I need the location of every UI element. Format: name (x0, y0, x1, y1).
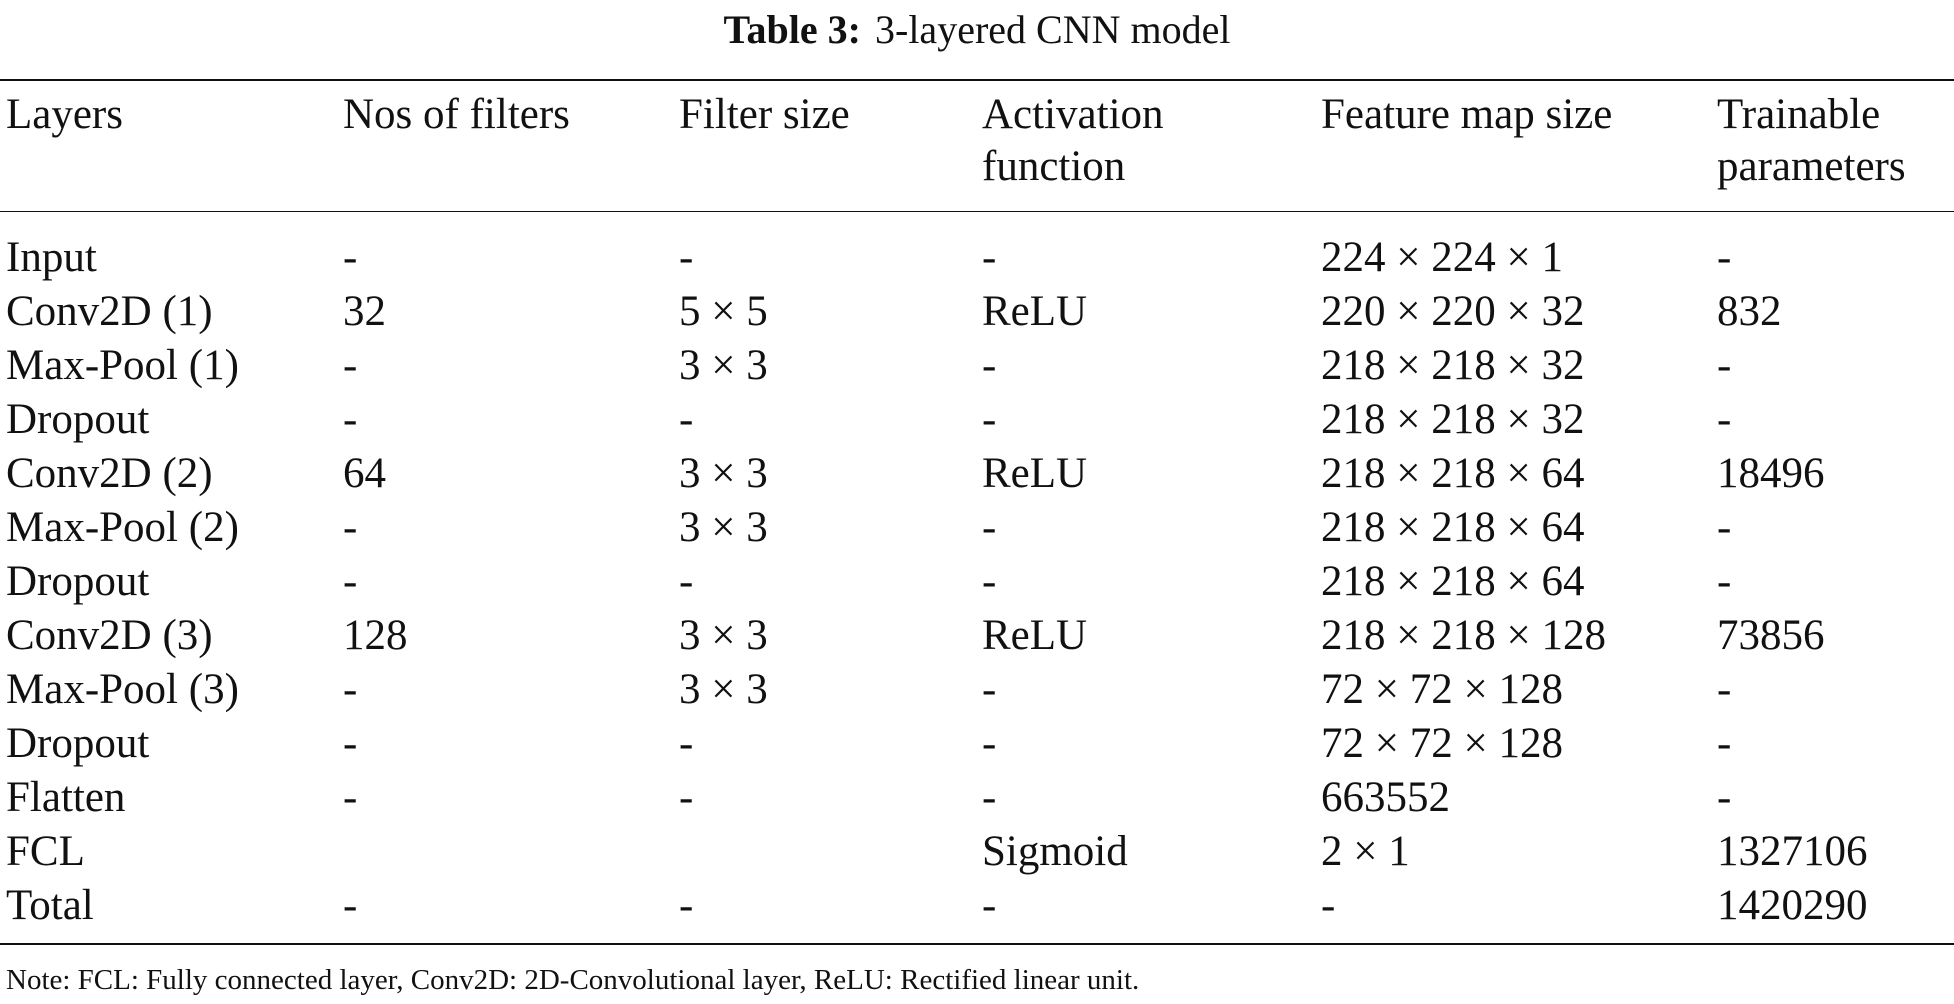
table-cell: - (982, 234, 997, 281)
table-cell: Total (6, 882, 94, 929)
table-cell: Dropout (6, 720, 150, 767)
table-cell: - (679, 882, 694, 929)
table-cell: ReLU (982, 288, 1088, 335)
top-rule (0, 79, 1954, 81)
table-cell: 5 × 5 (679, 288, 768, 335)
header-cell: Nos of filters (343, 91, 570, 138)
table-cell: 3 × 3 (679, 612, 768, 659)
header-cell: Layers (6, 91, 123, 138)
table-cell: - (982, 504, 997, 551)
table-cell: - (982, 774, 997, 821)
table-cell: - (1717, 720, 1732, 767)
table-cell: Max-Pool (2) (6, 504, 239, 551)
table-cell: - (343, 774, 358, 821)
table-cell: - (1717, 342, 1732, 389)
table-cell: - (1717, 666, 1732, 713)
mid-rule (0, 211, 1954, 212)
table-cell: Flatten (6, 774, 126, 821)
table-cell: - (982, 882, 997, 929)
table-cell: - (343, 882, 358, 929)
table-cell: 663552 (1321, 774, 1450, 821)
table-cell: - (1717, 774, 1732, 821)
table-cell: - (343, 504, 358, 551)
table-cell: 73856 (1717, 612, 1825, 659)
table-cell: 72 × 72 × 128 (1321, 720, 1564, 767)
table-note: Note: FCL: Fully connected layer, Conv2D… (6, 964, 1140, 996)
table-cell: - (982, 666, 997, 713)
table-cell: 3 × 3 (679, 450, 768, 497)
caption-label: Table 3: (723, 7, 861, 52)
table-cell: 218 × 218 × 32 (1321, 396, 1585, 443)
table-cell: - (1717, 396, 1732, 443)
table-cell: - (982, 342, 997, 389)
table-cell: - (343, 396, 358, 443)
table-cell: - (343, 234, 358, 281)
table-cell: 218 × 218 × 64 (1321, 558, 1585, 605)
table-cell: - (679, 774, 694, 821)
table-cell: - (343, 342, 358, 389)
table-cell: - (1717, 234, 1732, 281)
table-cell: - (1321, 882, 1336, 929)
table-cell: Conv2D (1) (6, 288, 213, 335)
table-cell: - (679, 558, 694, 605)
table-cell: - (982, 720, 997, 767)
table-cell: - (982, 396, 997, 443)
table-cell: 218 × 218 × 64 (1321, 504, 1585, 551)
header-cell: Trainable (1717, 91, 1881, 138)
table-cell: Max-Pool (1) (6, 342, 239, 389)
header-cell: Filter size (679, 91, 850, 138)
table-cell: ReLU (982, 450, 1088, 497)
table-cell: ReLU (982, 612, 1088, 659)
table-cell: - (982, 558, 997, 605)
table-cell: 64 (343, 450, 386, 497)
header-cell: function (982, 143, 1126, 190)
table-cell: Sigmoid (982, 828, 1128, 875)
table-cell: 1327106 (1717, 828, 1868, 875)
table-cell: 218 × 218 × 64 (1321, 450, 1585, 497)
table-cell: 218 × 218 × 32 (1321, 342, 1585, 389)
bottom-rule (0, 943, 1954, 945)
table-cell: 1420290 (1717, 882, 1868, 929)
table-cell: Conv2D (3) (6, 612, 213, 659)
header-cell: Feature map size (1321, 91, 1613, 138)
table-cell: Dropout (6, 396, 150, 443)
table-cell: 832 (1717, 288, 1782, 335)
table-cell: Max-Pool (3) (6, 666, 239, 713)
table-cell: Dropout (6, 558, 150, 605)
caption-text: 3-layered CNN model (875, 7, 1231, 52)
header-cell: Activation (982, 91, 1164, 138)
table-cell: 128 (343, 612, 408, 659)
table-cell: - (343, 666, 358, 713)
table-cell: Input (6, 234, 97, 281)
table-cell: 3 × 3 (679, 504, 768, 551)
table-cell: 3 × 3 (679, 342, 768, 389)
table-cell: 72 × 72 × 128 (1321, 666, 1564, 713)
table-cell: - (1717, 558, 1732, 605)
table-cell: - (679, 720, 694, 767)
table-cell: - (343, 558, 358, 605)
table-cell: 18496 (1717, 450, 1825, 497)
table-cell: 3 × 3 (679, 666, 768, 713)
table-cell: FCL (6, 828, 85, 875)
table-cell: - (679, 396, 694, 443)
header-cell: parameters (1717, 143, 1906, 190)
table-cell: 220 × 220 × 32 (1321, 288, 1585, 335)
table-caption: Table 3: 3-layered CNN model (0, 6, 1954, 53)
table-cell: 224 × 224 × 1 (1321, 234, 1564, 281)
table-cell: 2 × 1 (1321, 828, 1410, 875)
table-cell: - (679, 234, 694, 281)
table-cell: - (1717, 504, 1732, 551)
table-cell: - (343, 720, 358, 767)
table-cell: 218 × 218 × 128 (1321, 612, 1607, 659)
table-cell: 32 (343, 288, 386, 335)
table-cell: Conv2D (2) (6, 450, 213, 497)
